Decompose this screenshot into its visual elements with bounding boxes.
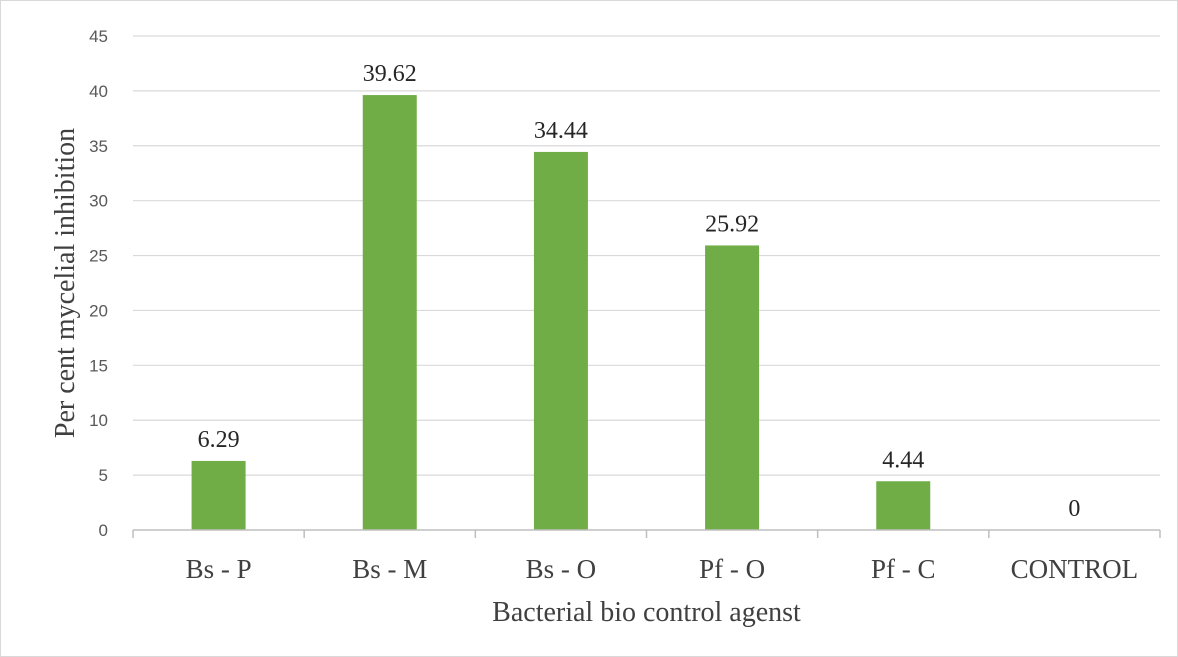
x-category-label: Pf - C [871, 554, 936, 584]
y-tick-labels: 0 5 10 15 20 25 30 35 40 45 [89, 27, 108, 540]
y-tick-label: 40 [89, 82, 108, 101]
data-label: 4.44 [882, 447, 924, 473]
bar [191, 460, 246, 530]
y-tick-label: 25 [89, 247, 108, 266]
y-tick-label: 15 [89, 356, 108, 375]
x-axis-title: Bacterial bio control agenst [492, 597, 801, 628]
bar [876, 481, 931, 530]
x-category-label: Pf - O [699, 554, 765, 584]
x-category-label: Bs - O [526, 554, 597, 584]
y-tick-label: 45 [89, 27, 108, 46]
data-labels: 6.29 39.62 34.44 25.92 4.44 0 [198, 61, 1081, 522]
y-tick-label: 10 [89, 411, 108, 430]
bar [533, 151, 588, 530]
y-tick-label: 35 [89, 137, 108, 156]
x-category-label: Bs - M [352, 554, 427, 584]
y-tick-label: 20 [89, 301, 108, 320]
x-category-labels: Bs - P Bs - M Bs - O Pf - O Pf - C CONTROL [186, 554, 1139, 584]
gridlines [133, 35, 1160, 476]
x-category-label: CONTROL [1011, 554, 1139, 584]
y-tick-label: 30 [89, 192, 108, 211]
y-tick-label: 5 [99, 466, 108, 485]
data-label: 0 [1068, 496, 1080, 522]
x-category-label: Bs - P [186, 554, 252, 584]
data-label: 6.29 [198, 427, 240, 453]
data-label: 25.92 [705, 211, 759, 237]
x-axis-tick-marks [132, 530, 1161, 538]
bar [362, 95, 417, 530]
bars [191, 95, 931, 530]
y-tick-label: 0 [99, 521, 108, 540]
bar [705, 245, 760, 530]
data-label: 34.44 [534, 118, 588, 144]
y-axis-title: Per cent mycelial inhibition [50, 128, 81, 438]
data-label: 39.62 [363, 61, 417, 87]
